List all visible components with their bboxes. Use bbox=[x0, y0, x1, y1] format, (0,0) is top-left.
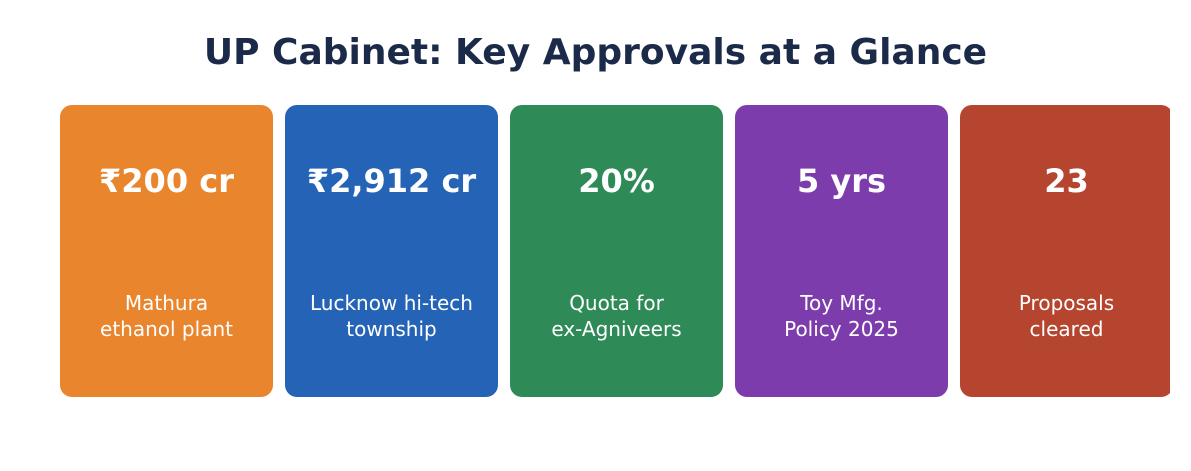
stat-card: ₹2,912 cr Lucknow hi-tech township bbox=[285, 105, 498, 397]
stat-label: Quota for ex-Agniveers bbox=[551, 291, 682, 341]
stat-value: 23 bbox=[1044, 162, 1089, 200]
stat-value: ₹2,912 cr bbox=[306, 162, 477, 200]
page-title: UP Cabinet: Key Approvals at a Glance bbox=[203, 32, 988, 73]
card-strip: ₹200 cr Mathura ethanol plant ₹2,912 cr Luc… bbox=[0, 105, 1170, 398]
stat-card: 20% Quota for ex-Agniveers bbox=[510, 105, 723, 397]
stat-card: 5 yrs Toy Mfg. Policy 2025 bbox=[735, 105, 948, 397]
stat-label: Proposals cleared bbox=[1018, 291, 1115, 341]
stat-label: Mathura ethanol plant bbox=[100, 291, 233, 341]
stat-value: 20% bbox=[578, 162, 655, 200]
stat-value: 5 yrs bbox=[796, 162, 887, 200]
stat-label: Toy Mfg. Policy 2025 bbox=[784, 291, 899, 341]
stat-value: ₹200 cr bbox=[99, 162, 234, 200]
stat-card: ₹200 cr Mathura ethanol plant bbox=[60, 105, 273, 397]
stat-card: 23 Proposals cleared bbox=[960, 105, 1170, 397]
stat-label: Lucknow hi-tech township bbox=[310, 291, 473, 341]
